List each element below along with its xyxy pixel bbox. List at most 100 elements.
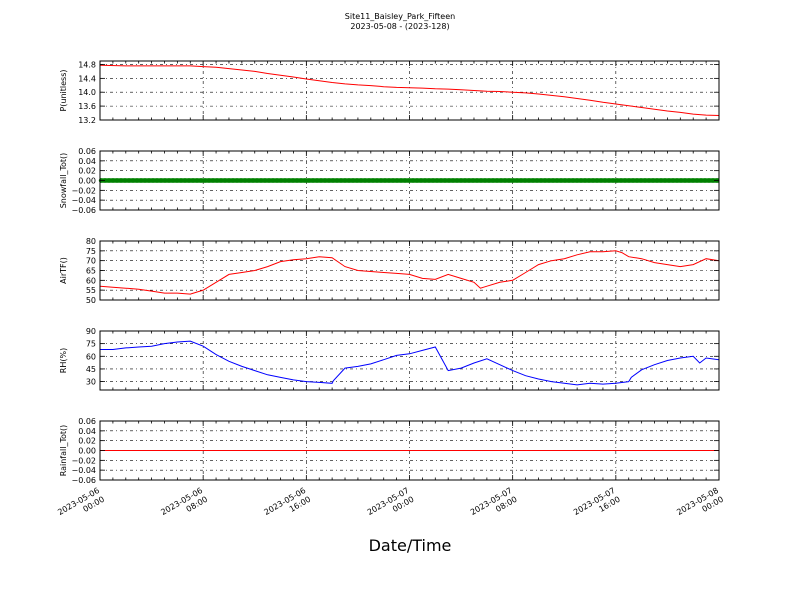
y-tick-label: 13.6 <box>78 102 96 111</box>
y-tick-label: 70 <box>86 257 96 266</box>
y-tick-label: 14.4 <box>78 74 96 83</box>
y-tick-label: 0.06 <box>78 417 96 426</box>
series-marker <box>594 178 600 183</box>
series-marker <box>606 178 612 183</box>
series-marker <box>542 178 548 183</box>
series-marker <box>306 178 312 183</box>
series-marker <box>230 178 236 183</box>
series-marker <box>658 178 664 183</box>
y-tick-label: 80 <box>86 237 96 246</box>
x-tick-label: 2023-05-0716:00 <box>572 486 622 526</box>
series-marker <box>402 178 408 183</box>
series-marker <box>710 178 716 183</box>
series-marker <box>126 178 132 183</box>
series-marker <box>250 178 256 183</box>
subplot-3: 90 75 60 45 30 RH(%) <box>59 327 720 391</box>
y-tick-label: −0.04 <box>71 196 96 205</box>
series-marker <box>490 178 496 183</box>
x-tick-label: 2023-05-0608:00 <box>159 486 209 526</box>
series-marker <box>462 178 468 183</box>
series-marker <box>414 178 420 183</box>
series-marker <box>326 178 332 183</box>
series-marker <box>454 178 460 183</box>
y-tick-label: −0.06 <box>71 476 96 485</box>
series-marker <box>190 178 196 183</box>
y-tick-label: −0.02 <box>71 456 96 465</box>
series-marker <box>502 178 508 183</box>
series-line-0 <box>99 64 720 116</box>
x-tick-label: 2023-05-0600:00 <box>56 486 106 526</box>
y-tick-label: 90 <box>86 327 96 336</box>
y-tick-label: 60 <box>86 276 96 285</box>
series-marker <box>566 178 572 183</box>
x-tick-labels: 2023-05-0600:00 2023-05-0608:00 2023-05-06… <box>56 486 725 526</box>
series-marker <box>522 178 528 183</box>
y-tick-label: −0.06 <box>71 206 96 215</box>
series-marker <box>626 178 632 183</box>
series-marker <box>662 178 668 183</box>
series-marker <box>530 178 536 183</box>
chart-subtitle: 2023-05-08 - (2023-128) <box>350 22 449 31</box>
y-tick-label: −0.04 <box>71 466 96 475</box>
series-marker <box>630 178 636 183</box>
series-marker <box>138 178 144 183</box>
series-marker <box>370 178 376 183</box>
series-marker <box>434 178 440 183</box>
series-marker <box>586 178 592 183</box>
y-axis-label: AirTF() <box>59 257 68 284</box>
series-marker <box>170 178 176 183</box>
series-marker <box>510 178 516 183</box>
series-marker <box>634 178 640 183</box>
y-tick-label: 55 <box>86 286 96 295</box>
series-marker <box>146 178 152 183</box>
series-marker <box>478 178 484 183</box>
series-marker <box>670 178 676 183</box>
series-marker <box>550 178 556 183</box>
series-marker <box>258 178 264 183</box>
series-marker <box>134 178 140 183</box>
subplot-0: 14.8 14.4 14.0 13.6 13.2 P(unitless) <box>59 60 720 125</box>
y-tick-label: 14.0 <box>78 88 96 97</box>
series-marker <box>538 178 544 183</box>
series-marker <box>422 178 428 183</box>
y-axis-label: Snowfall_Tot() <box>59 153 68 209</box>
x-tick-label: 2023-05-0700:00 <box>366 486 416 526</box>
series-marker <box>366 178 372 183</box>
subplot-4: 0.060.040.020.00−0.02−0.04−0.06Rainfall_… <box>59 417 720 485</box>
series-marker <box>162 178 168 183</box>
series-marker <box>578 178 584 183</box>
series-marker <box>378 178 384 183</box>
y-tick-label: 0.00 <box>78 447 96 456</box>
series-marker <box>470 178 476 183</box>
series-marker <box>166 178 172 183</box>
series-marker <box>274 178 280 183</box>
series-marker <box>450 178 456 183</box>
series-marker <box>174 178 180 183</box>
series-marker <box>322 178 328 183</box>
series-marker <box>206 178 212 183</box>
series-line-0 <box>100 340 720 386</box>
x-tick-label: 2023-05-0616:00 <box>263 486 313 526</box>
series-marker <box>638 178 644 183</box>
y-tick-label: 0.04 <box>78 157 96 166</box>
series-marker <box>114 178 120 183</box>
series-marker <box>310 178 316 183</box>
series-marker <box>474 178 480 183</box>
series-marker <box>234 178 240 183</box>
series-marker <box>374 178 380 183</box>
series-marker <box>582 178 588 183</box>
series-marker <box>590 178 596 183</box>
series-marker <box>570 178 576 183</box>
series-marker <box>266 178 272 183</box>
y-tick-label: 0.02 <box>78 437 96 446</box>
series-marker <box>458 178 464 183</box>
series-marker <box>270 178 276 183</box>
y-tick-label: 14.8 <box>78 60 96 69</box>
series-marker <box>294 178 300 183</box>
series-marker <box>558 178 564 183</box>
series-marker <box>646 178 652 183</box>
series-marker <box>386 178 392 183</box>
series-marker <box>226 178 232 183</box>
series-marker <box>198 178 204 183</box>
series-marker <box>682 178 688 183</box>
